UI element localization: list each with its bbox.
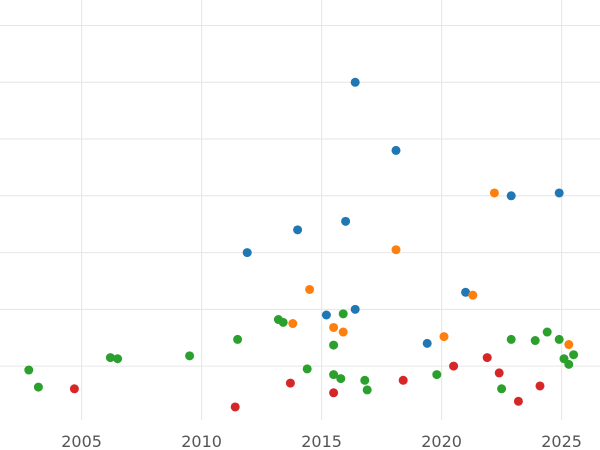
data-point-s2-0: [24, 365, 34, 375]
data-point-s2-1: [33, 382, 43, 392]
data-points: [24, 77, 579, 412]
x-tick-label: 2025: [541, 432, 582, 450]
data-point-s2-16: [506, 334, 516, 344]
x-tick-labels: 2005 2010 2015 2020 2025: [61, 432, 582, 450]
data-point-s0-7: [461, 287, 471, 297]
data-point-s3-7: [494, 368, 504, 378]
data-point-s3-9: [535, 381, 545, 391]
data-point-s0-0: [350, 77, 360, 87]
data-point-s1-6: [338, 327, 348, 337]
data-point-s2-14: [362, 385, 372, 395]
x-gridlines: [81, 0, 563, 420]
data-point-s2-19: [542, 327, 552, 337]
data-point-s1-3: [468, 290, 478, 300]
data-point-s2-8: [338, 309, 348, 319]
data-point-s2-13: [360, 375, 370, 385]
data-point-s2-2: [105, 353, 115, 363]
data-point-s2-23: [569, 350, 579, 360]
data-point-s0-4: [293, 225, 303, 235]
data-point-s3-1: [230, 402, 240, 412]
data-point-s1-1: [391, 245, 401, 255]
data-point-s2-12: [336, 374, 346, 384]
data-point-s2-7: [278, 317, 288, 327]
data-point-s3-8: [513, 396, 523, 406]
data-point-s2-22: [564, 359, 574, 369]
data-point-s2-9: [329, 340, 339, 350]
data-point-s2-3: [113, 354, 123, 364]
data-point-s1-5: [329, 322, 339, 332]
data-point-s1-8: [564, 340, 574, 350]
y-gridlines: [0, 25, 600, 367]
data-point-s2-20: [554, 334, 564, 344]
data-point-s0-1: [391, 145, 401, 155]
data-point-s2-10: [302, 364, 312, 374]
data-point-s3-5: [449, 361, 459, 371]
data-point-s2-5: [233, 334, 243, 344]
data-point-s2-17: [497, 384, 507, 394]
data-point-s0-8: [321, 310, 331, 320]
data-point-s2-4: [185, 351, 195, 361]
data-point-s2-18: [530, 336, 540, 346]
data-point-s0-5: [341, 216, 351, 226]
x-tick-label: 2005: [61, 432, 102, 450]
x-tick-label: 2020: [421, 432, 462, 450]
data-point-s3-2: [285, 378, 295, 388]
data-point-s2-11: [329, 370, 339, 380]
data-point-s0-6: [242, 248, 252, 258]
data-point-s1-2: [305, 284, 315, 294]
data-point-s3-0: [69, 384, 79, 394]
data-point-s0-2: [506, 191, 516, 201]
data-point-s2-15: [432, 370, 442, 380]
data-point-s3-4: [398, 375, 408, 385]
data-point-s1-0: [489, 188, 499, 198]
data-point-s0-10: [422, 338, 432, 348]
x-tick-label: 2010: [181, 432, 222, 450]
x-tick-label: 2015: [301, 432, 342, 450]
data-point-s3-3: [329, 388, 339, 398]
data-point-s1-7: [439, 332, 449, 342]
data-point-s0-9: [350, 304, 360, 314]
data-point-s0-3: [554, 188, 564, 198]
data-point-s1-4: [288, 319, 298, 329]
data-point-s3-6: [482, 353, 492, 363]
